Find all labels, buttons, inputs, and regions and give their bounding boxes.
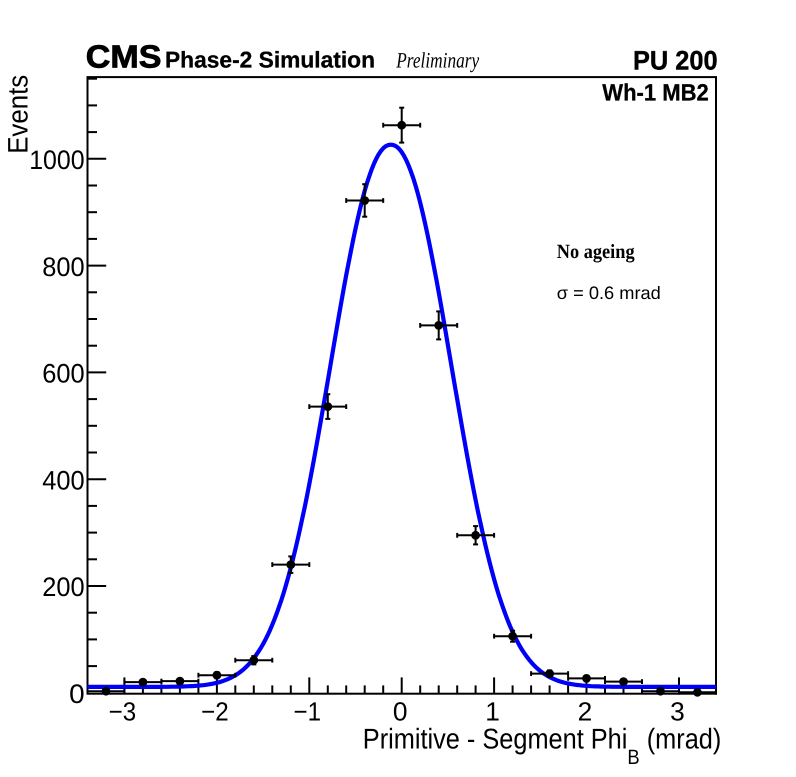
svg-text:200: 200 bbox=[42, 572, 84, 602]
svg-text:Events: Events bbox=[2, 75, 34, 154]
svg-text:800: 800 bbox=[42, 252, 84, 282]
svg-text:−2: −2 bbox=[201, 697, 229, 727]
svg-text:Phase-2 Simulation: Phase-2 Simulation bbox=[165, 47, 375, 73]
svg-text:1: 1 bbox=[485, 697, 500, 727]
svg-text:−3: −3 bbox=[109, 697, 137, 727]
svg-text:No ageing: No ageing bbox=[557, 241, 635, 263]
svg-text:PU 200: PU 200 bbox=[633, 46, 718, 76]
svg-text:0: 0 bbox=[393, 697, 408, 727]
svg-text:−1: −1 bbox=[294, 697, 322, 727]
svg-text:0: 0 bbox=[69, 679, 85, 709]
svg-text:CMS: CMS bbox=[86, 39, 162, 75]
svg-text:400: 400 bbox=[42, 465, 84, 495]
svg-text:600: 600 bbox=[42, 359, 84, 389]
svg-text:σ = 0.6 mrad: σ = 0.6 mrad bbox=[557, 283, 661, 303]
svg-text:Wh-1 MB2: Wh-1 MB2 bbox=[602, 81, 709, 107]
svg-text:2: 2 bbox=[578, 697, 593, 727]
svg-text:Preliminary: Preliminary bbox=[395, 47, 479, 72]
svg-text:1000: 1000 bbox=[29, 145, 84, 175]
svg-text:3: 3 bbox=[670, 697, 685, 727]
